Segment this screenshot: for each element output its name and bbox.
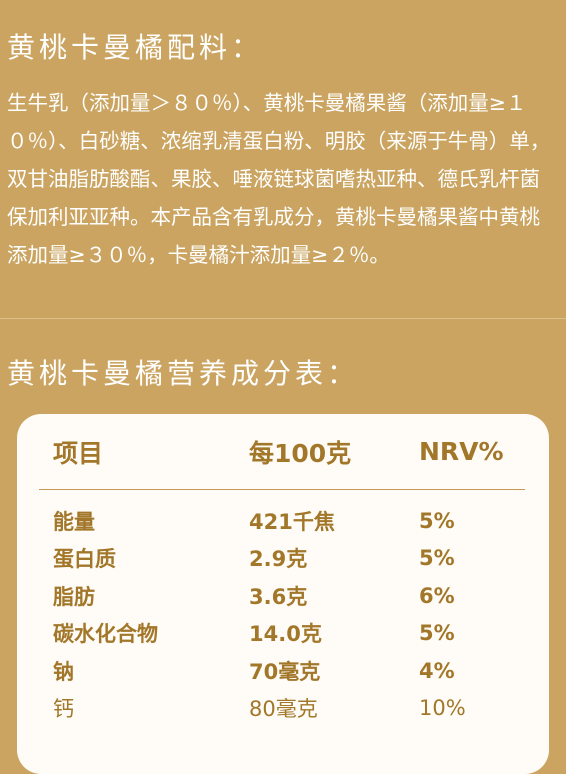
header-per-100g: 每100克 [249,438,352,468]
header-nrv: NRV% [419,437,504,466]
row-per-100g: 14.0克 [249,622,322,647]
row-nrv: 5% [419,546,455,571]
row-per-100g: 3.6克 [249,584,308,609]
table-row: 钙 80毫克 10% [17,690,549,728]
row-nrv: 5% [419,508,455,533]
table-row: 脂肪 3.6克 6% [17,577,549,615]
row-per-100g: 80毫克 [249,697,318,722]
ingredients-text: 生牛乳（添加量＞８０％）、黄桃卡曼橘果酱（添加量≥１０％）、白砂糖、浓缩乳清蛋白… [7,91,551,267]
row-nrv: 5% [419,621,455,646]
section-divider [0,318,566,319]
header-divider [39,489,525,490]
table-row: 蛋白质 2.9克 5% [17,540,549,578]
row-item: 能量 [53,509,95,534]
table-row: 钠 70毫克 4% [17,652,549,690]
row-item: 碳水化合物 [53,622,158,647]
nutrition-table: 项目 每100克 NRV% 能量 421千焦 5% 蛋白质 2.9克 5% 脂肪… [17,414,549,727]
ingredients-title: 黄桃卡曼橘配料： [7,31,264,64]
table-header-row: 项目 每100克 NRV% [17,414,549,489]
row-per-100g: 421千焦 [249,509,335,534]
row-nrv: 4% [419,658,455,683]
row-item: 钠 [53,659,74,684]
header-item: 项目 [53,438,104,468]
row-item: 脂肪 [53,584,95,609]
row-per-100g: 2.9克 [249,547,308,572]
row-nrv: 6% [419,583,455,608]
nutrition-title: 黄桃卡曼橘营养成分表： [7,357,360,390]
row-nrv: 10% [419,696,466,721]
table-row: 碳水化合物 14.0克 5% [17,615,549,653]
row-item: 钙 [53,697,74,722]
table-row: 能量 421千焦 5% [17,502,549,540]
nutrition-table-card: 项目 每100克 NRV% 能量 421千焦 5% 蛋白质 2.9克 5% 脂肪… [17,414,549,774]
row-item: 蛋白质 [53,547,116,572]
row-per-100g: 70毫克 [249,659,321,684]
